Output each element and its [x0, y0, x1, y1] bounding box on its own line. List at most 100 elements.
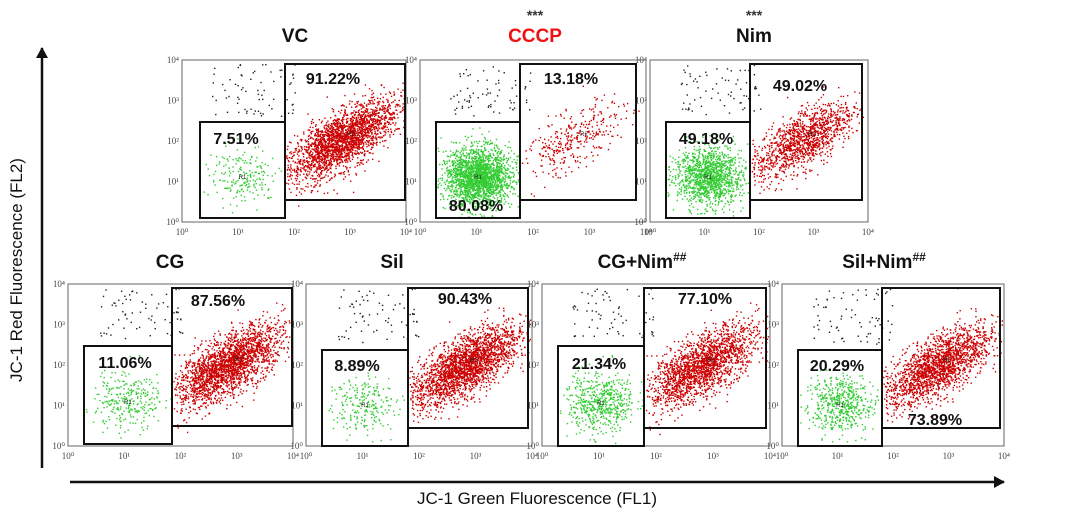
event-dot	[500, 158, 503, 161]
event-dot	[575, 137, 577, 139]
event-dot	[343, 171, 346, 173]
event-dot	[228, 175, 231, 177]
event-dot	[510, 171, 512, 174]
event-dot	[470, 145, 472, 148]
event-dot	[346, 159, 348, 162]
event-dot	[486, 190, 488, 192]
event-dot	[355, 111, 357, 113]
event-dot	[373, 126, 375, 128]
event-dot	[243, 171, 245, 173]
event-dot	[593, 116, 595, 119]
event-dot	[578, 132, 581, 134]
event-dot	[339, 162, 341, 164]
event-dot	[358, 126, 360, 128]
event-dot	[314, 135, 316, 137]
event-dot	[388, 112, 390, 114]
event-dot	[460, 189, 462, 191]
event-dot	[496, 199, 498, 201]
event-dot	[315, 160, 317, 162]
event-dot	[489, 189, 492, 192]
event-dot	[487, 161, 490, 163]
event-dot	[498, 168, 501, 171]
event-dot	[584, 126, 587, 128]
event-dot	[482, 151, 484, 153]
event-dot	[240, 158, 242, 160]
event-dot	[603, 134, 606, 136]
event-dot	[475, 182, 477, 185]
event-dot	[463, 182, 465, 184]
event-dot	[469, 202, 471, 204]
event-dot	[335, 125, 337, 127]
event-dot	[361, 137, 364, 139]
event-dot	[368, 122, 371, 124]
event-dot	[328, 134, 331, 136]
event-dot	[593, 115, 596, 117]
event-dot	[587, 127, 589, 129]
event-dot	[237, 85, 239, 87]
event-dot	[504, 158, 506, 161]
event-dot	[471, 145, 473, 147]
event-dot	[516, 162, 518, 164]
event-dot	[345, 138, 348, 141]
event-dot	[490, 181, 492, 183]
event-dot	[317, 138, 320, 140]
event-dot	[249, 180, 251, 182]
event-dot	[368, 121, 370, 123]
event-dot	[444, 172, 446, 174]
event-dot	[499, 174, 501, 176]
event-dot	[363, 122, 366, 124]
event-dot	[296, 175, 299, 178]
event-dot	[355, 122, 357, 125]
event-dot	[565, 110, 567, 112]
event-dot	[298, 160, 300, 163]
event-dot	[291, 157, 293, 160]
event-dot	[497, 159, 499, 161]
event-dot	[498, 112, 501, 114]
event-dot	[482, 150, 484, 153]
event-dot	[366, 118, 368, 120]
event-dot	[459, 192, 462, 194]
event-dot	[593, 147, 596, 149]
event-dot	[362, 107, 364, 109]
event-dot	[361, 114, 363, 116]
event-dot	[316, 156, 319, 158]
event-dot	[593, 111, 595, 113]
event-dot	[351, 147, 353, 150]
event-dot	[341, 144, 343, 146]
event-dot	[338, 126, 340, 129]
event-dot	[467, 178, 469, 180]
event-dot	[319, 174, 321, 176]
event-dot	[346, 131, 349, 134]
event-dot	[585, 165, 588, 168]
event-dot	[479, 171, 481, 173]
event-dot	[491, 189, 493, 191]
event-dot	[327, 130, 329, 132]
event-dot	[597, 133, 599, 135]
event-dot	[497, 173, 499, 175]
event-dot	[449, 171, 452, 173]
event-dot	[594, 104, 597, 106]
event-dot	[462, 191, 464, 194]
event-dot	[299, 139, 302, 141]
event-dot	[327, 139, 329, 141]
event-dot	[286, 156, 288, 159]
event-dot	[511, 87, 513, 89]
event-dot	[399, 105, 401, 107]
event-dot	[329, 157, 332, 160]
event-dot	[480, 182, 483, 185]
event-dot	[317, 133, 319, 135]
event-dot	[320, 167, 323, 169]
event-dot	[474, 160, 476, 163]
event-dot	[370, 129, 373, 132]
event-dot	[364, 170, 366, 172]
event-dot	[360, 122, 362, 125]
event-dot	[485, 174, 488, 176]
event-dot	[400, 91, 402, 94]
event-dot	[335, 146, 337, 148]
event-dot	[373, 102, 375, 105]
event-dot	[256, 157, 258, 159]
event-dot	[293, 168, 296, 171]
event-dot	[354, 166, 356, 168]
event-dot	[466, 163, 468, 165]
event-dot	[446, 160, 448, 163]
